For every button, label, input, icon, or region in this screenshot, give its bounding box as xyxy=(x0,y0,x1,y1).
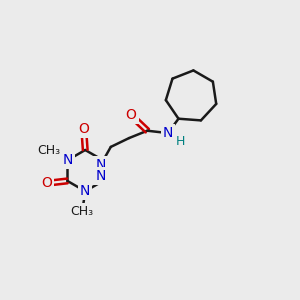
Text: CH₃: CH₃ xyxy=(38,143,61,157)
Text: O: O xyxy=(41,176,52,190)
Text: O: O xyxy=(78,122,89,136)
Text: N: N xyxy=(95,158,106,172)
Text: H: H xyxy=(176,135,185,148)
Text: N: N xyxy=(163,126,173,140)
Text: CH₃: CH₃ xyxy=(71,205,94,218)
Text: N: N xyxy=(62,153,73,167)
Text: O: O xyxy=(126,108,136,122)
Text: N: N xyxy=(95,169,106,183)
Text: N: N xyxy=(80,184,90,198)
